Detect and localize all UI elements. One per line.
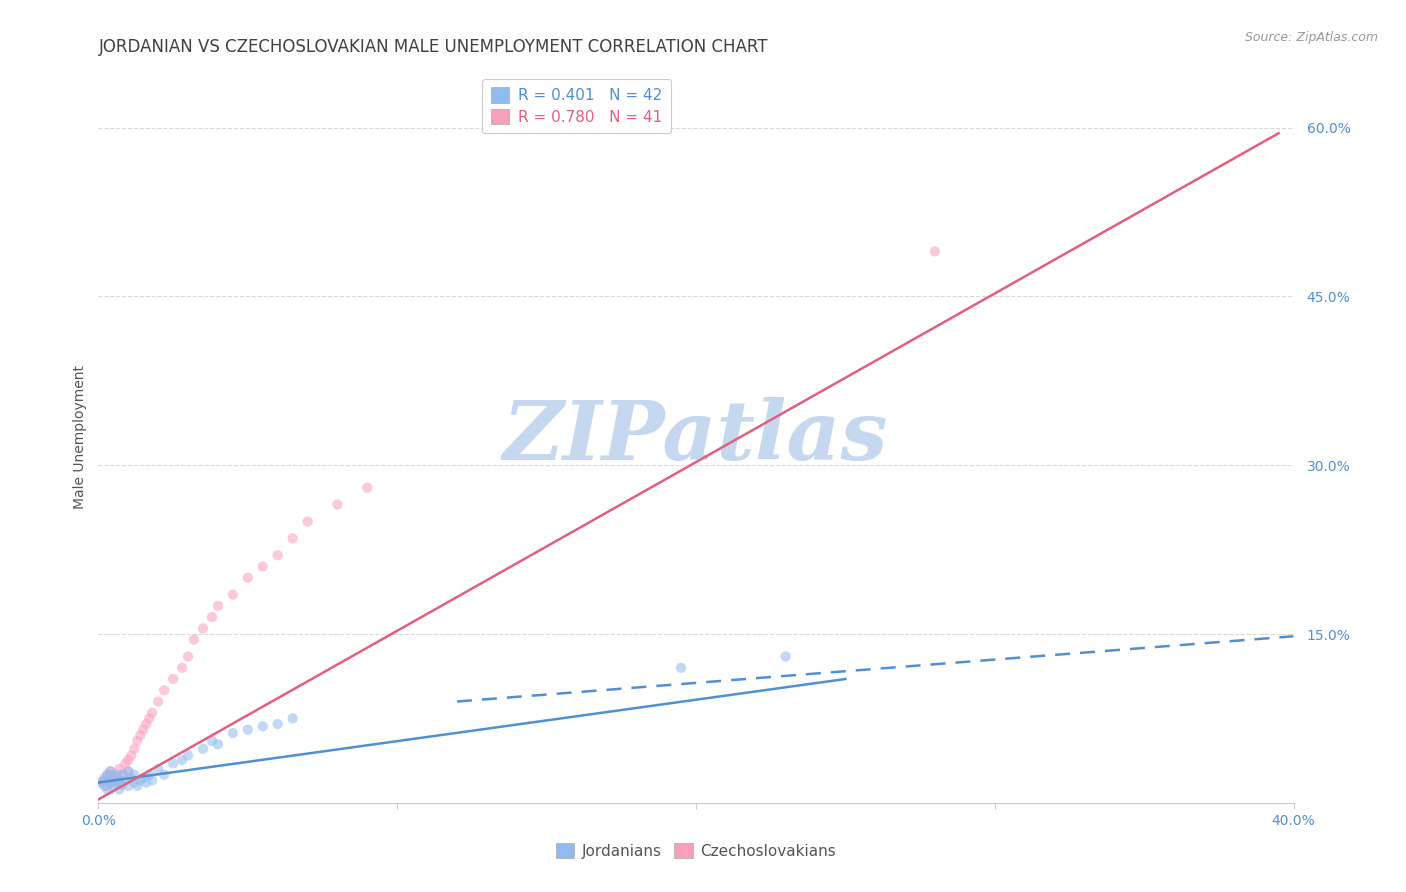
Point (326, 498, 349, 512)
Point (141, 706, 163, 720)
Point (100, 775, 122, 789)
Point (108, 775, 131, 789)
Point (267, 548, 290, 562)
Text: Source: ZipAtlas.com: Source: ZipAtlas.com (1244, 31, 1378, 45)
Text: ZIPatlas: ZIPatlas (503, 397, 889, 477)
Point (120, 771, 142, 785)
Point (117, 753, 139, 767)
Point (117, 764, 139, 779)
Point (267, 717, 290, 731)
Point (105, 771, 128, 785)
Point (117, 764, 139, 779)
Point (124, 775, 146, 789)
Point (93, 771, 115, 785)
Point (162, 756, 184, 771)
Point (103, 771, 125, 785)
Point (96, 767, 118, 781)
Point (162, 672, 184, 686)
Point (93, 773, 115, 788)
Point (100, 773, 122, 788)
Point (138, 711, 160, 725)
Point (191, 741, 214, 756)
Point (356, 481, 378, 495)
Point (108, 782, 131, 797)
Point (148, 762, 170, 776)
Point (138, 767, 160, 781)
Point (129, 773, 152, 788)
Legend: Jordanians, Czechoslovakians: Jordanians, Czechoslovakians (550, 837, 842, 864)
Point (96, 779, 118, 793)
Point (114, 756, 136, 771)
Point (236, 723, 259, 737)
Point (100, 764, 122, 779)
Point (111, 778, 134, 792)
Point (108, 773, 131, 788)
Point (120, 748, 142, 763)
Point (105, 775, 128, 789)
Point (129, 728, 152, 742)
Point (207, 599, 229, 613)
Point (96, 767, 118, 781)
Point (775, 649, 797, 664)
Point (100, 764, 122, 779)
Point (124, 741, 146, 756)
Point (281, 711, 304, 725)
Point (148, 694, 170, 708)
Point (90, 775, 112, 789)
Point (153, 683, 176, 698)
Point (103, 779, 125, 793)
Point (281, 532, 304, 546)
Point (252, 719, 274, 733)
Point (924, 244, 946, 259)
Point (135, 717, 157, 731)
Point (669, 661, 692, 675)
Point (132, 723, 155, 737)
Point (132, 771, 155, 785)
Point (108, 762, 131, 776)
Point (114, 773, 136, 788)
Point (135, 775, 157, 789)
Point (103, 767, 125, 781)
Point (172, 661, 194, 675)
Point (236, 571, 259, 585)
Point (222, 726, 245, 740)
Y-axis label: Male Unemployment: Male Unemployment (73, 365, 87, 509)
Point (111, 767, 134, 781)
Point (297, 515, 319, 529)
Point (177, 649, 200, 664)
Point (153, 767, 176, 781)
Point (141, 773, 163, 788)
Point (117, 779, 139, 793)
Point (93, 779, 115, 793)
Point (103, 775, 125, 789)
Point (252, 559, 274, 574)
Point (105, 767, 128, 781)
Point (177, 748, 200, 763)
Point (111, 767, 134, 781)
Point (207, 737, 229, 751)
Point (127, 779, 149, 793)
Point (201, 734, 224, 748)
Point (90, 775, 112, 789)
Point (201, 610, 224, 624)
Point (124, 767, 146, 781)
Point (222, 588, 245, 602)
Point (172, 753, 194, 767)
Point (191, 621, 214, 635)
Point (183, 632, 205, 647)
Text: JORDANIAN VS CZECHOSLOVAKIAN MALE UNEMPLOYMENT CORRELATION CHART: JORDANIAN VS CZECHOSLOVAKIAN MALE UNEMPL… (98, 38, 768, 56)
Point (127, 734, 149, 748)
Point (96, 782, 118, 797)
